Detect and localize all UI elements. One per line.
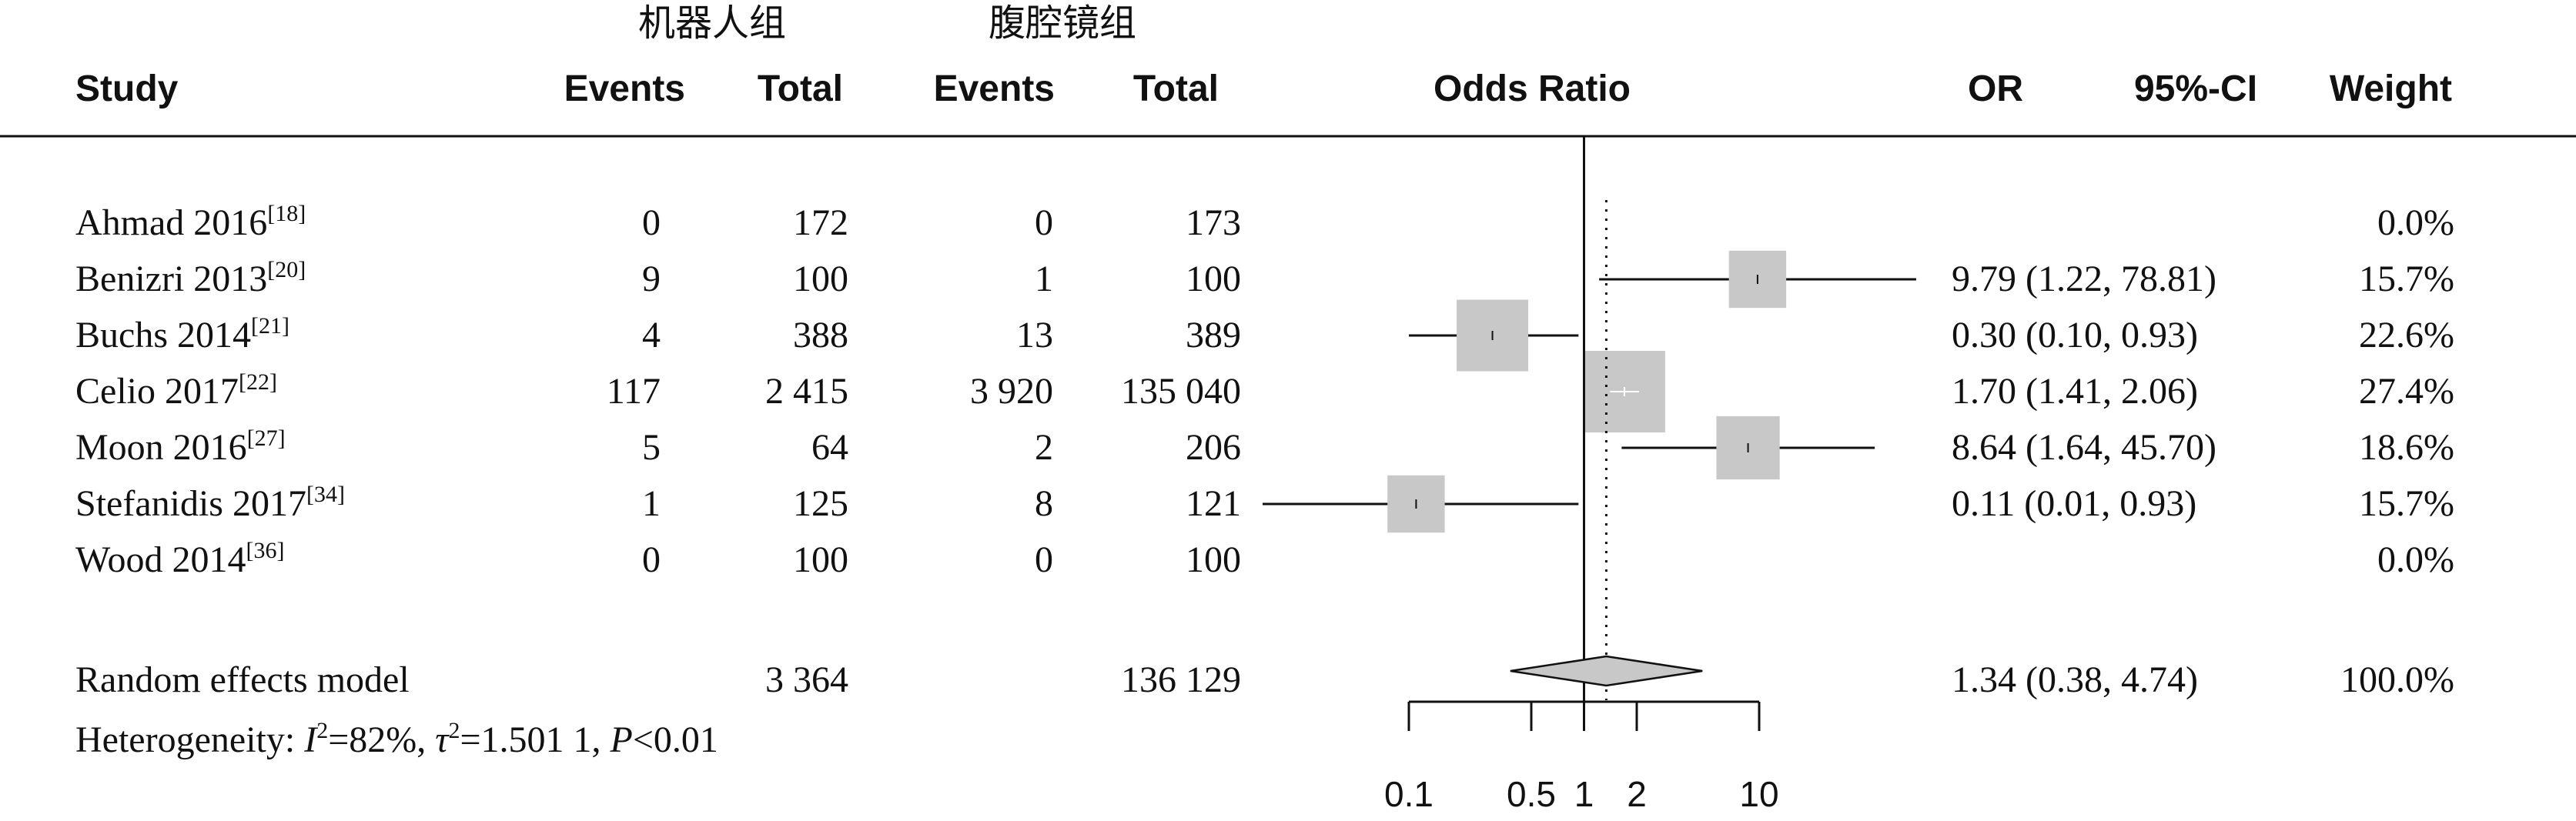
or-ci-value: 0.30 (0.10, 0.93) (1952, 315, 2198, 355)
or-ci-value: 1.70 (1.41, 2.06) (1952, 371, 2198, 412)
pooled-weight: 100.0% (2340, 659, 2454, 700)
events-lap: 1 (1035, 259, 1053, 299)
total-robot: 100 (793, 539, 848, 580)
pooled-total-robot: 3 364 (765, 659, 848, 700)
header-events-lap: Events (934, 68, 1055, 109)
events-robot: 9 (642, 259, 661, 299)
study-name: Stefanidis 2017[34] (75, 482, 345, 524)
header-total-lap: Total (1133, 68, 1219, 109)
study-name: Wood 2014[36] (75, 538, 284, 580)
weight-value: 18.6% (2359, 427, 2454, 468)
total-robot: 100 (793, 259, 848, 299)
events-robot: 4 (642, 315, 661, 355)
or-ci-value: 9.79 (1.22, 78.81) (1952, 259, 2216, 299)
weight-value: 0.0% (2377, 202, 2454, 243)
header-events-robot: Events (564, 68, 685, 109)
plot-area: 0.1 0.5 1 2 10 (1263, 136, 1916, 814)
pooled-diamond (1510, 655, 1703, 687)
events-lap: 13 (1016, 315, 1053, 355)
events-robot: 0 (642, 539, 661, 580)
group-robot-label: 机器人组 (638, 3, 786, 44)
study-name: Moon 2016[27] (75, 426, 286, 468)
header-study: Study (75, 68, 179, 109)
events-lap: 0 (1035, 202, 1053, 243)
total-lap: 100 (1186, 539, 1241, 580)
total-lap: 173 (1186, 202, 1241, 243)
total-robot: 64 (811, 427, 848, 468)
events-robot: 1 (642, 483, 661, 524)
events-lap: 3 920 (970, 371, 1053, 412)
study-name: Benizri 2013[20] (75, 257, 306, 299)
total-robot: 2 415 (765, 371, 848, 412)
events-robot: 117 (607, 371, 661, 412)
events-lap: 2 (1035, 427, 1053, 468)
x-tick-label: 0.1 (1384, 774, 1434, 814)
x-tick-label: 2 (1627, 774, 1647, 814)
study-name: Buchs 2014[21] (75, 313, 289, 355)
weight-value: 22.6% (2359, 315, 2454, 355)
events-lap: 0 (1035, 539, 1053, 580)
x-tick-label: 0.5 (1507, 774, 1556, 814)
total-robot: 125 (793, 483, 848, 524)
pooled-or-ci: 1.34 (0.38, 4.74) (1952, 659, 2198, 700)
total-robot: 172 (793, 202, 848, 243)
header-weight: Weight (2330, 68, 2452, 109)
study-name: Celio 2017[22] (75, 369, 277, 412)
study-rows: Ahmad 2016[18] 0 172 0 173 0.0% Benizri 2013[2… (75, 201, 2454, 580)
x-tick-label: 1 (1574, 774, 1594, 814)
total-lap: 206 (1186, 427, 1241, 468)
or-ci-value: 8.64 (1.64, 45.70) (1952, 427, 2216, 468)
or-ci-value: 0.11 (0.01, 0.93) (1952, 483, 2196, 524)
header-odds-ratio: Odds Ratio (1434, 68, 1631, 109)
header-total-robot: Total (758, 68, 843, 109)
study-name: Ahmad 2016[18] (75, 201, 306, 243)
weight-value: 15.7% (2359, 483, 2454, 524)
pooled-label: Random effects model (75, 659, 410, 700)
weight-value: 27.4% (2359, 371, 2454, 412)
total-lap: 100 (1186, 259, 1241, 299)
weight-value: 0.0% (2377, 539, 2454, 580)
events-lap: 8 (1035, 483, 1053, 524)
weight-value: 15.7% (2359, 259, 2454, 299)
events-robot: 0 (642, 202, 661, 243)
header-ci: 95%-CI (2134, 68, 2257, 109)
events-robot: 5 (642, 427, 661, 468)
total-lap: 135 040 (1121, 371, 1241, 412)
header-or: OR (1968, 68, 2023, 109)
x-tick-label: 10 (1739, 774, 1778, 814)
pooled-total-lap: 136 129 (1121, 659, 1241, 700)
heterogeneity-text: Heterogeneity: I2=82%, τ2=1.501 1, P<0.0… (75, 718, 718, 760)
total-robot: 388 (793, 315, 848, 355)
group-lap-label: 腹腔镜组 (989, 3, 1136, 44)
total-lap: 121 (1186, 483, 1241, 524)
total-lap: 389 (1186, 315, 1241, 355)
